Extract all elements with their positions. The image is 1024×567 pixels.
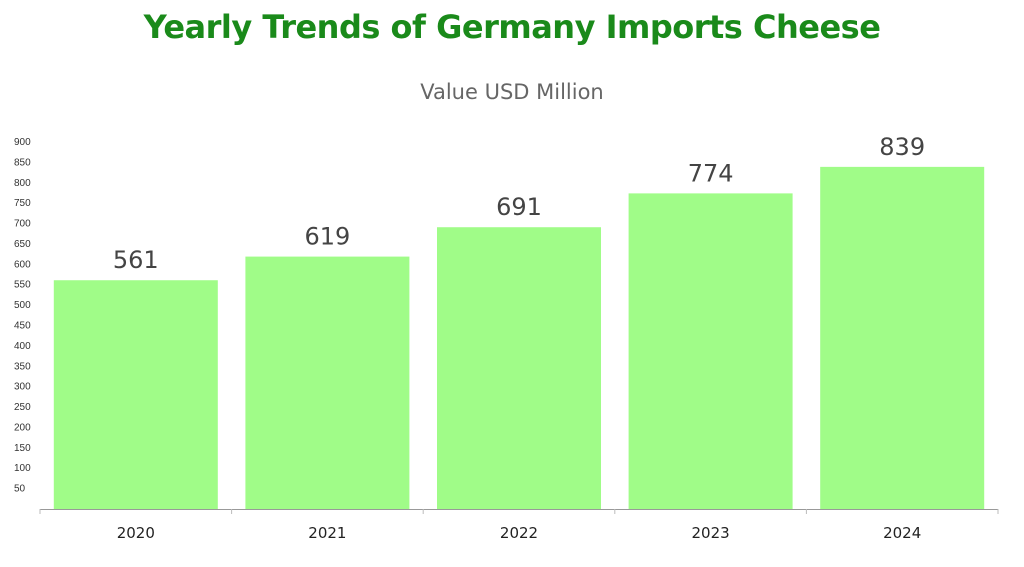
chart-subtitle: Value USD Million [420,80,604,104]
y-tick-label: 650 [14,239,31,250]
y-tick-label: 50 [14,484,26,495]
y-tick-label: 300 [14,382,31,393]
y-tick-label: 850 [14,157,31,168]
y-tick-label: 750 [14,198,31,209]
chart-title: Yearly Trends of Germany Imports Cheese [143,8,881,46]
x-tick-label: 2024 [883,524,921,542]
data-label: 561 [113,246,159,274]
y-tick-label: 200 [14,422,31,433]
y-tick-label: 350 [14,361,31,372]
x-tick-label: 2022 [500,524,538,542]
data-label: 839 [879,133,925,161]
x-tick-label: 2021 [308,524,346,542]
y-tick-label: 600 [14,259,31,270]
bar [53,280,218,509]
y-tick-label: 400 [14,341,31,352]
x-tick-label: 2023 [692,524,730,542]
y-tick-label: 250 [14,402,31,413]
data-label: 691 [496,193,542,221]
y-tick-label: 700 [14,219,31,230]
y-tick-label: 450 [14,321,31,332]
y-tick-label: 100 [14,463,31,474]
data-label: 774 [688,159,734,187]
y-tick-label: 500 [14,300,31,311]
bar [437,227,601,509]
bar [820,166,985,509]
bar [245,256,410,509]
data-label: 619 [304,223,350,251]
x-tick-label: 2020 [117,524,155,542]
y-tick-label: 800 [14,178,31,189]
bar [628,193,793,509]
y-tick-label: 900 [14,137,31,148]
y-tick-label: 150 [14,443,31,454]
y-tick-label: 550 [14,280,31,291]
